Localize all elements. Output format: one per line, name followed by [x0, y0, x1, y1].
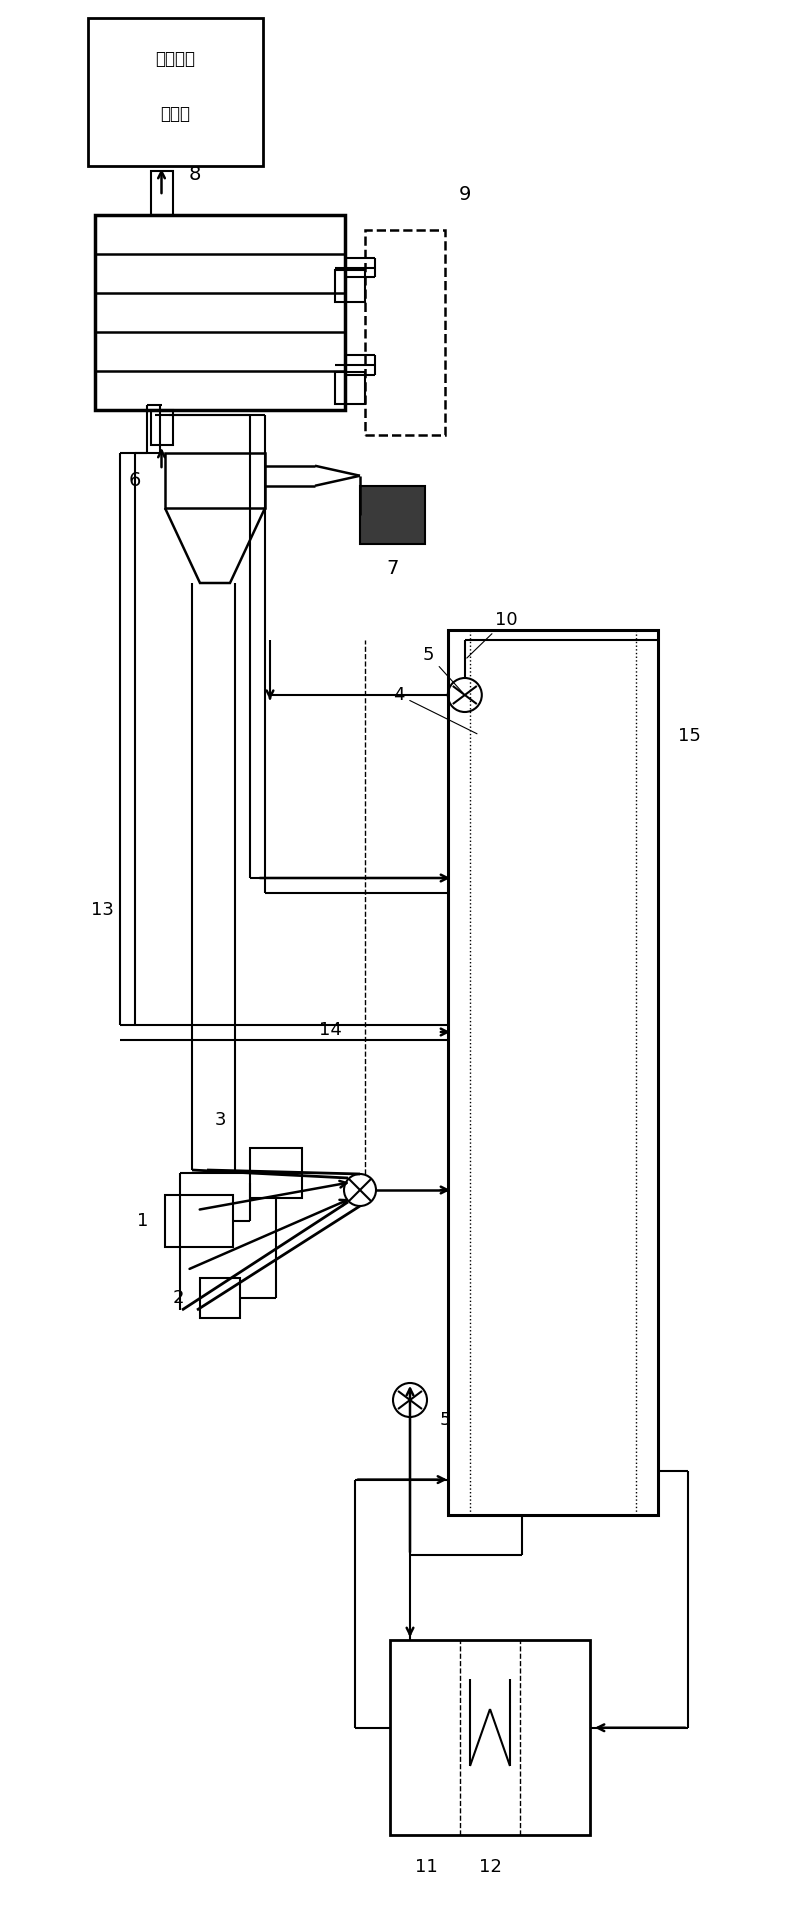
Bar — [88, 17, 263, 167]
Text: 12: 12 — [478, 1859, 502, 1876]
Bar — [335, 372, 365, 405]
Text: 2: 2 — [172, 1289, 184, 1306]
Bar — [335, 270, 365, 301]
Bar — [390, 1640, 590, 1836]
Text: 8: 8 — [189, 165, 201, 184]
Bar — [200, 1277, 240, 1318]
Text: 不燃气回: 不燃气回 — [155, 50, 195, 69]
Text: 13: 13 — [90, 901, 114, 919]
Text: 11: 11 — [414, 1859, 438, 1876]
Text: 15: 15 — [678, 727, 701, 746]
Bar — [365, 230, 445, 435]
Text: 5: 5 — [423, 646, 463, 692]
Bar — [165, 1195, 233, 1247]
Bar — [95, 215, 345, 410]
Text: 6: 6 — [129, 472, 141, 489]
Bar — [448, 629, 658, 1515]
Bar — [150, 410, 173, 445]
Text: 14: 14 — [318, 1020, 342, 1040]
Bar — [150, 171, 173, 215]
Text: 5: 5 — [439, 1412, 450, 1429]
Text: 7: 7 — [386, 560, 398, 579]
Text: 收利用: 收利用 — [161, 105, 190, 123]
Bar — [250, 1149, 302, 1199]
Bar — [165, 453, 265, 508]
Text: 4: 4 — [393, 687, 477, 735]
Text: 1: 1 — [138, 1212, 149, 1229]
Text: 9: 9 — [459, 186, 471, 205]
Bar — [360, 485, 425, 545]
Text: 10: 10 — [466, 612, 518, 658]
Text: 3: 3 — [214, 1111, 226, 1130]
